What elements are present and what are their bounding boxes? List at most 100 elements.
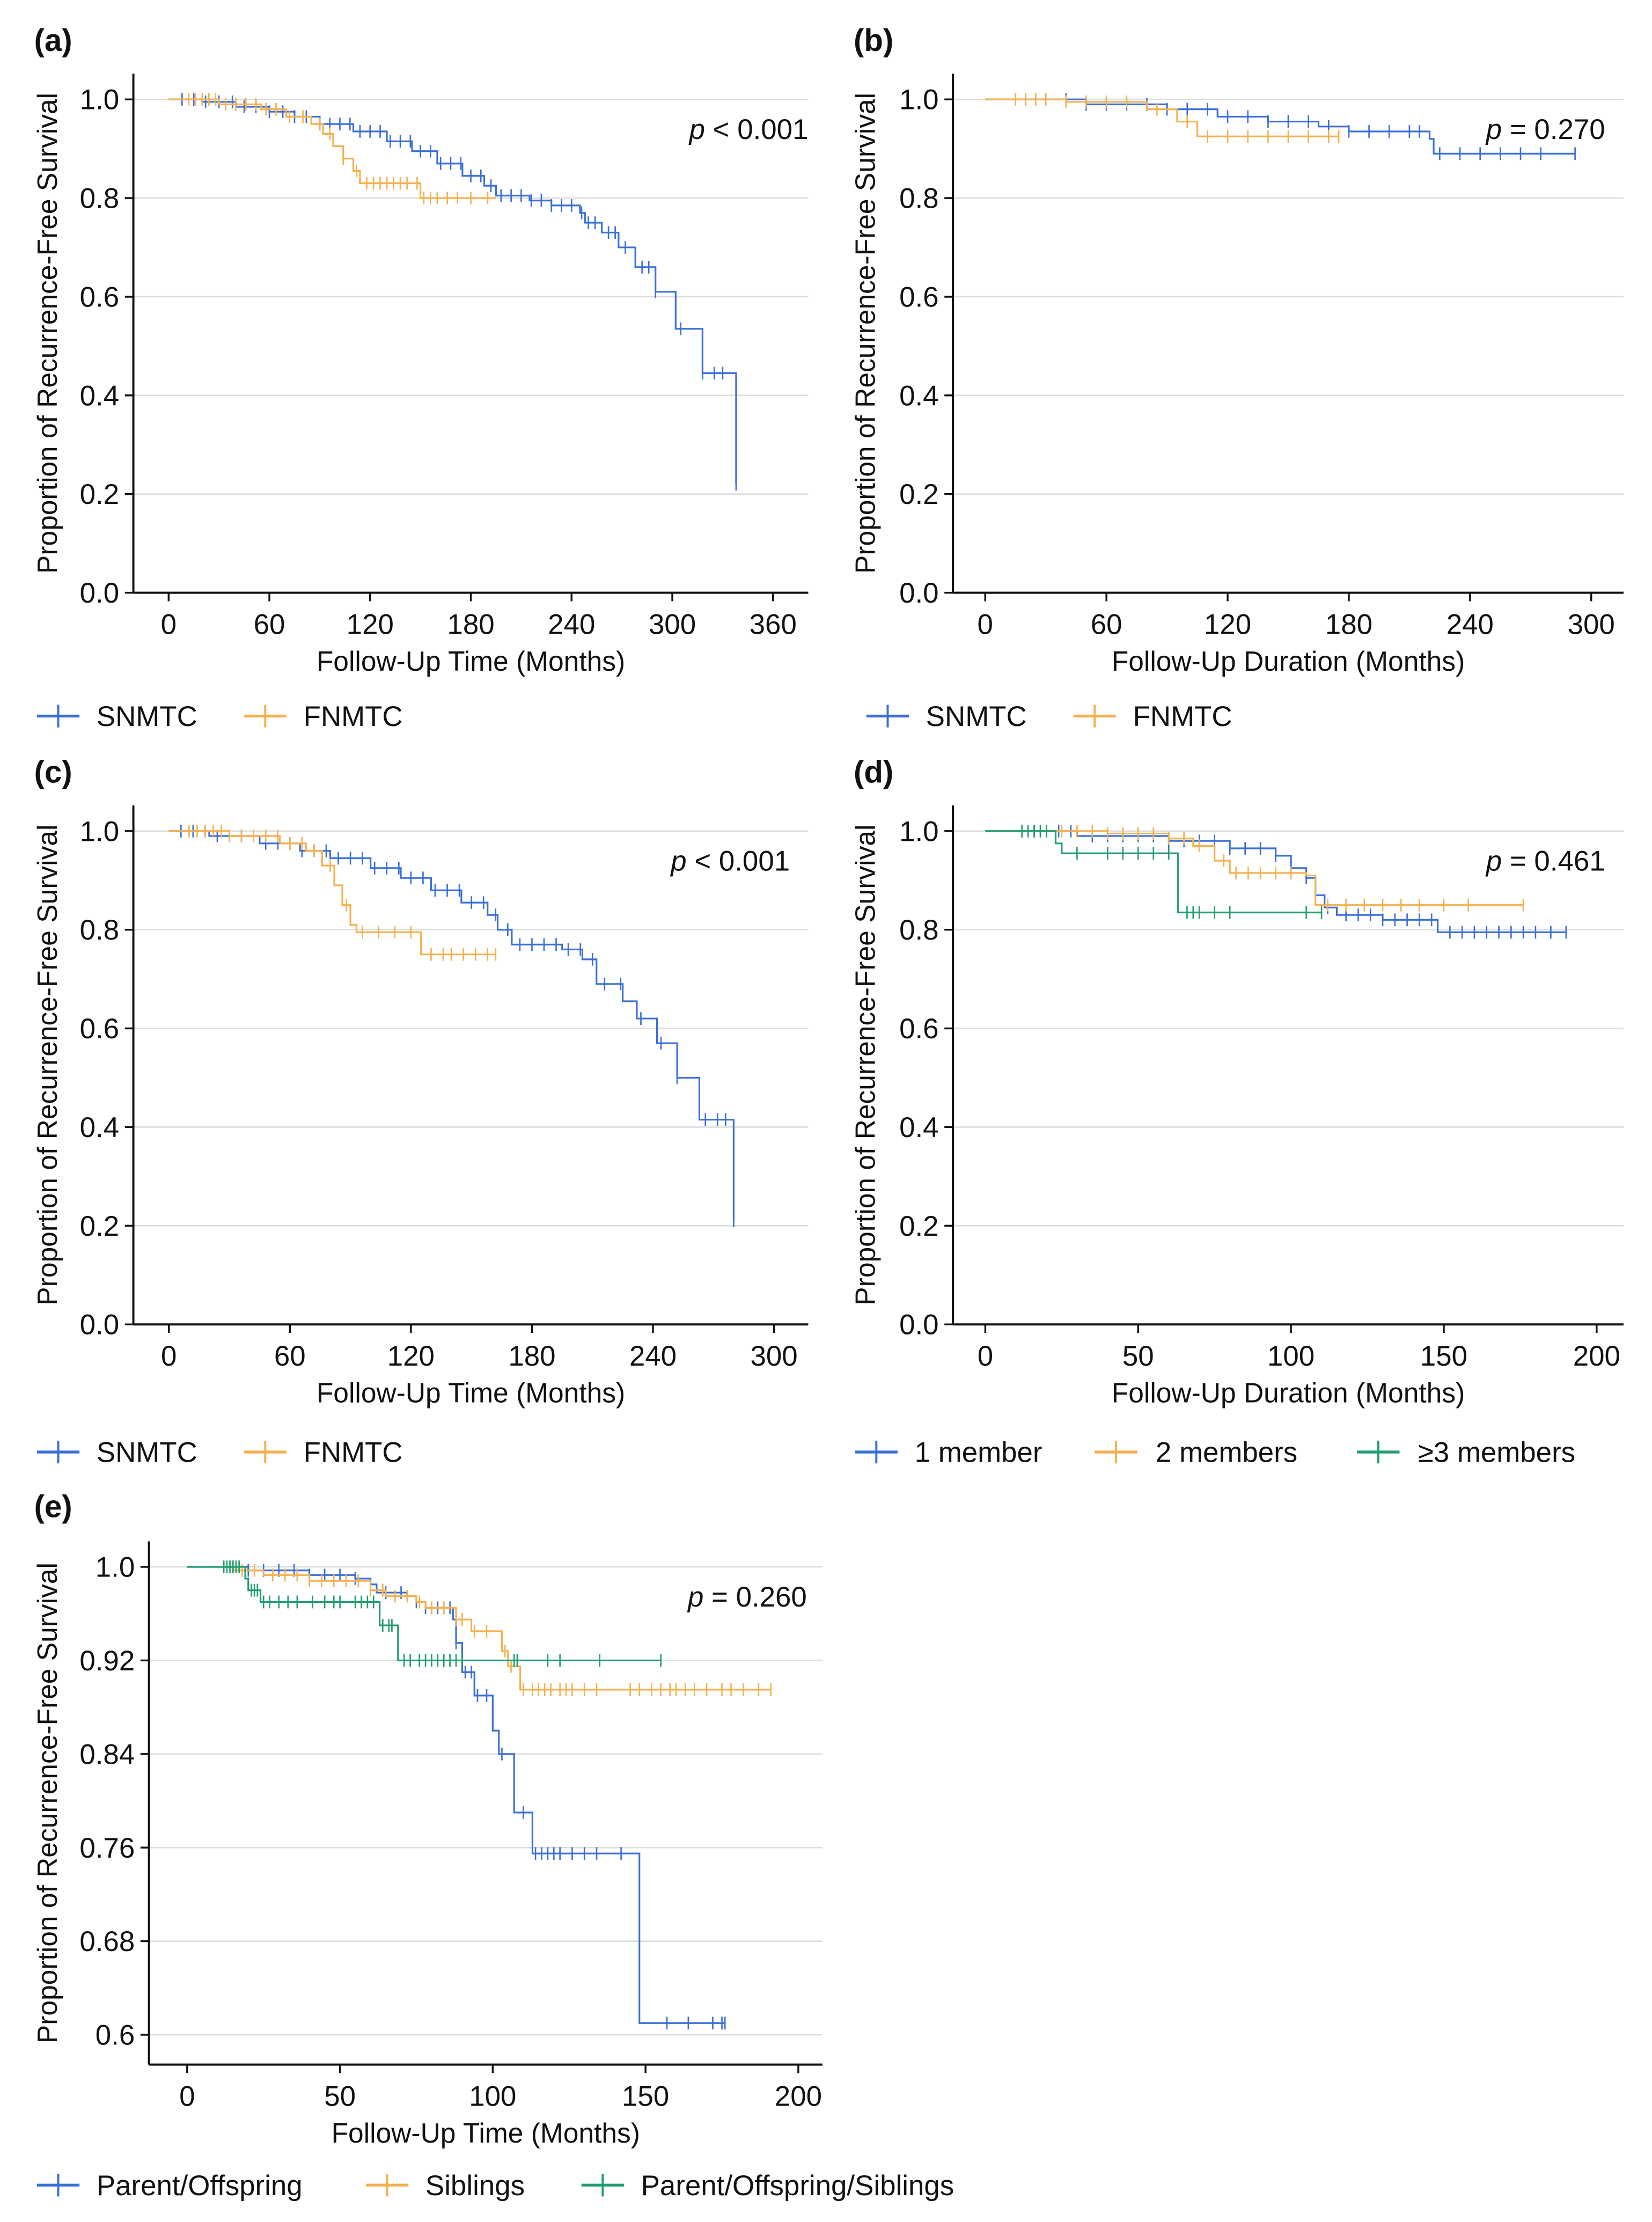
x-tick-label: 50 xyxy=(324,2080,356,2112)
panel-label: (b) xyxy=(854,23,893,58)
p-value: p = 0.260 xyxy=(687,1581,807,1613)
p-value: p < 0.001 xyxy=(688,114,809,145)
y-axis-title: Proportion of Recurrence-Free Survival xyxy=(32,93,63,574)
y-tick-label: 0.2 xyxy=(80,1211,119,1242)
legend-label: SNMTC xyxy=(926,701,1027,732)
x-tick-label: 150 xyxy=(622,2080,669,2112)
legend-item[interactable]: ≥3 members xyxy=(1357,1437,1575,1469)
legend-label: 2 members xyxy=(1156,1437,1297,1469)
x-tick-label: 100 xyxy=(469,2080,516,2112)
y-axis-title: Proportion of Recurrence-Free Survival xyxy=(32,1563,63,2043)
y-tick-label: 0.2 xyxy=(899,1211,938,1242)
legend-item[interactable]: Parent/Offspring xyxy=(36,2170,303,2202)
x-tick-label: 180 xyxy=(508,1340,555,1372)
p-value: p < 0.001 xyxy=(670,846,790,877)
y-tick-label: 0.2 xyxy=(80,479,119,510)
survival-curve-snmtc xyxy=(985,98,1575,155)
panel-label: (e) xyxy=(34,1490,72,1524)
x-tick-label: 360 xyxy=(750,608,797,640)
survival-curve-snmtc xyxy=(168,98,737,485)
y-tick-label: 1.0 xyxy=(899,84,938,116)
x-tick-label: 180 xyxy=(447,608,494,640)
legend-label: FNMTC xyxy=(304,1437,403,1469)
x-tick-label: 240 xyxy=(629,1340,677,1372)
x-tick-label: 180 xyxy=(1325,608,1372,640)
y-tick-label: 0.6 xyxy=(899,1013,938,1045)
y-tick-label: 1.0 xyxy=(80,816,119,847)
y-tick-label: 0.6 xyxy=(899,281,938,313)
y-axis-title: Proportion of Recurrence-Free Survival xyxy=(850,825,881,1306)
legend-item[interactable]: 1 member xyxy=(855,1437,1042,1469)
y-tick-label: 0.8 xyxy=(899,183,938,215)
p-symbol: p xyxy=(670,846,686,877)
survival-curve-snmtc xyxy=(168,830,735,1221)
p-value-text: = 0.260 xyxy=(703,1581,806,1613)
x-tick-label: 240 xyxy=(548,608,595,640)
x-axis-title: Follow-Up Duration (Months) xyxy=(1112,646,1465,677)
y-tick-label: 0.68 xyxy=(79,1926,135,1957)
x-tick-label: 240 xyxy=(1447,608,1494,640)
p-value-text: = 0.461 xyxy=(1502,846,1605,877)
x-tick-label: 300 xyxy=(750,1340,797,1372)
y-tick-label: 0.6 xyxy=(80,1013,119,1045)
y-tick-label: 0.0 xyxy=(899,577,938,609)
x-tick-label: 200 xyxy=(1573,1340,1620,1372)
y-tick-label: 0.0 xyxy=(80,577,119,609)
x-tick-label: 120 xyxy=(347,608,394,640)
legend-item[interactable]: SNMTC xyxy=(36,701,197,732)
y-tick-label: 0.8 xyxy=(899,914,938,946)
y-tick-label: 0.92 xyxy=(79,1645,135,1677)
x-axis-title: Follow-Up Time (Months) xyxy=(317,1377,625,1409)
y-tick-label: 0.76 xyxy=(79,1832,135,1864)
legend-label: SNMTC xyxy=(97,701,197,732)
x-tick-label: 60 xyxy=(274,1340,306,1372)
panel-label: (d) xyxy=(854,755,893,790)
x-tick-label: 120 xyxy=(387,1340,435,1372)
x-tick-label: 0 xyxy=(161,608,177,640)
y-tick-label: 1.0 xyxy=(80,84,119,116)
legend-label: Siblings xyxy=(425,2170,525,2202)
panel-label: (c) xyxy=(34,755,72,790)
p-value-text: < 0.001 xyxy=(687,846,790,877)
x-tick-label: 0 xyxy=(978,608,993,640)
x-tick-label: 100 xyxy=(1267,1340,1315,1372)
legend-label: 1 member xyxy=(915,1437,1042,1469)
legend-label: FNMTC xyxy=(304,701,403,732)
y-tick-label: 1.0 xyxy=(899,816,938,847)
survival-curve-parent-offspring-siblings xyxy=(187,1566,661,1662)
x-tick-label: 60 xyxy=(254,608,285,640)
panel-label: (a) xyxy=(34,23,72,58)
p-value-text: = 0.270 xyxy=(1502,114,1605,145)
legend-item[interactable]: 2 members xyxy=(1095,1437,1297,1469)
y-tick-label: 0.6 xyxy=(96,2020,135,2051)
legend-item[interactable]: SNMTC xyxy=(866,701,1027,732)
legend-label: ≥3 members xyxy=(1418,1437,1575,1469)
x-tick-label: 120 xyxy=(1204,608,1251,640)
survival-curve-parent-offspring xyxy=(187,1566,725,2024)
legend-item[interactable]: SNMTC xyxy=(36,1437,197,1469)
p-symbol: p xyxy=(1485,114,1502,145)
survival-curve-2-members xyxy=(985,830,1524,906)
x-tick-label: 300 xyxy=(649,608,696,640)
y-tick-label: 0.4 xyxy=(899,380,938,412)
legend-item[interactable]: FNMTC xyxy=(244,1437,403,1469)
p-value: p = 0.461 xyxy=(1485,846,1605,877)
legend-item[interactable]: Parent/Offspring/Siblings xyxy=(581,2170,955,2202)
y-tick-label: 0.4 xyxy=(899,1112,938,1143)
legend-label: Parent/Offspring/Siblings xyxy=(641,2170,955,2202)
legend-item[interactable]: Siblings xyxy=(365,2170,525,2202)
legend-item[interactable]: FNMTC xyxy=(244,701,403,732)
y-axis-title: Proportion of Recurrence-Free Survival xyxy=(32,825,63,1306)
y-tick-label: 1.0 xyxy=(96,1552,135,1583)
survival-curve--3-members xyxy=(985,830,1322,914)
panel-b: (b) 0.0 0.2 0.4 0.6 0.8 1.0 0 60 120 180 240 300 Foll… xyxy=(850,23,1624,732)
x-axis-title: Follow-Up Time (Months) xyxy=(332,2117,640,2148)
y-tick-label: 0.2 xyxy=(899,479,938,510)
p-value-text: < 0.001 xyxy=(705,114,808,145)
panel-a: (a) 0.0 0.2 0.4 0.6 0.8 1.0 0 60 120 180 240 300 360 F… xyxy=(32,23,809,732)
y-tick-label: 0.8 xyxy=(80,183,119,215)
legend-item[interactable]: FNMTC xyxy=(1073,701,1232,732)
x-tick-label: 300 xyxy=(1568,608,1615,640)
y-tick-label: 0.4 xyxy=(80,1112,119,1143)
legend-label: FNMTC xyxy=(1133,701,1232,732)
